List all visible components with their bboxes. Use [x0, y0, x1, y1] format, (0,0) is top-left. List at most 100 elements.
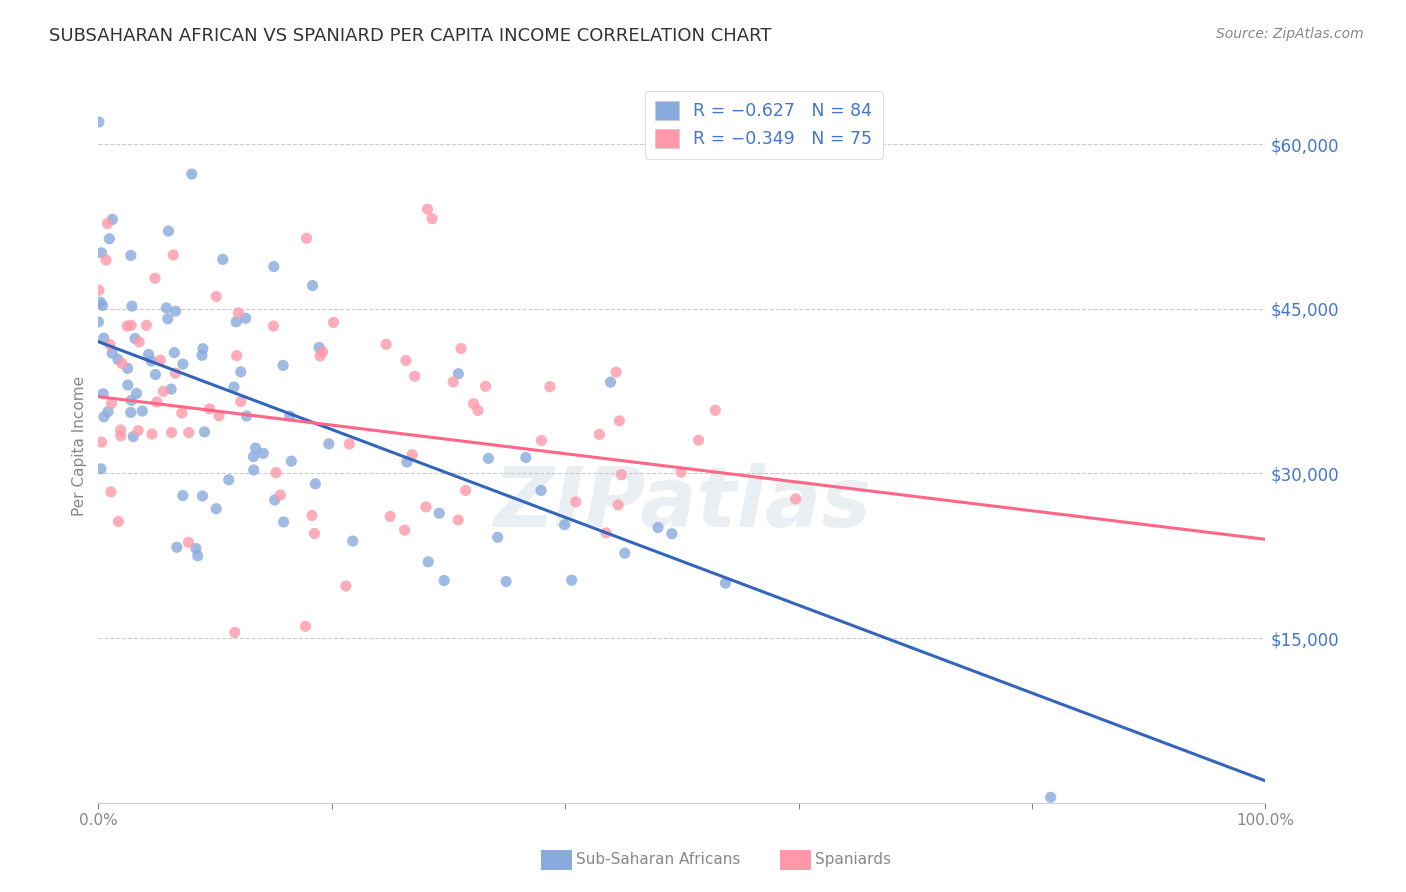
- Point: [530, 434, 553, 448]
- Point: [447, 367, 470, 381]
- Point: [187, 549, 209, 563]
- Point: [152, 384, 174, 399]
- Point: [98, 337, 121, 351]
- Point: [162, 248, 184, 262]
- Point: [308, 341, 330, 355]
- Point: [538, 379, 561, 393]
- Point: [117, 378, 139, 392]
- Point: [115, 318, 138, 333]
- Point: [163, 345, 186, 359]
- Point: [304, 526, 326, 541]
- Point: [111, 357, 134, 371]
- Point: [225, 315, 247, 329]
- Point: [156, 311, 179, 326]
- Point: [160, 425, 183, 440]
- Point: [97, 405, 120, 419]
- Point: [229, 365, 252, 379]
- Point: [89, 295, 111, 310]
- Point: [87, 115, 110, 129]
- Point: [177, 535, 200, 549]
- Point: [295, 231, 318, 245]
- Point: [124, 331, 146, 345]
- Point: [263, 260, 285, 274]
- Point: [565, 495, 588, 509]
- Point: [96, 217, 118, 231]
- Point: [337, 437, 360, 451]
- Point: [117, 361, 139, 376]
- Point: [416, 202, 439, 217]
- Point: [107, 515, 129, 529]
- Point: [131, 404, 153, 418]
- Point: [404, 369, 426, 384]
- Point: [441, 375, 464, 389]
- Point: [433, 574, 456, 588]
- Point: [143, 271, 166, 285]
- Text: Source: ZipAtlas.com: Source: ZipAtlas.com: [1216, 27, 1364, 41]
- Point: [208, 409, 231, 423]
- Point: [110, 429, 132, 443]
- Point: [375, 337, 398, 351]
- Point: [418, 555, 440, 569]
- Point: [120, 405, 142, 419]
- Point: [477, 451, 499, 466]
- Point: [87, 283, 110, 297]
- Point: [93, 409, 115, 424]
- Point: [273, 515, 295, 529]
- Point: [395, 353, 418, 368]
- Point: [120, 393, 142, 408]
- Point: [714, 576, 737, 591]
- Point: [191, 342, 214, 356]
- Point: [138, 347, 160, 361]
- Point: [467, 403, 489, 417]
- Point: [561, 573, 583, 587]
- Point: [401, 448, 423, 462]
- Point: [101, 212, 124, 227]
- Point: [127, 424, 149, 438]
- Point: [191, 489, 214, 503]
- Point: [193, 425, 215, 439]
- Point: [100, 484, 122, 499]
- Point: [165, 366, 187, 380]
- Point: [605, 365, 627, 379]
- Point: [235, 311, 257, 326]
- Point: [474, 379, 496, 393]
- Point: [610, 467, 633, 482]
- Point: [218, 473, 240, 487]
- Point: [271, 359, 294, 373]
- Text: Spaniards: Spaniards: [815, 853, 891, 867]
- Point: [395, 455, 418, 469]
- Point: [120, 318, 142, 333]
- Point: [141, 354, 163, 368]
- Point: [450, 342, 472, 356]
- Point: [595, 525, 617, 540]
- Point: [704, 403, 727, 417]
- Point: [121, 299, 143, 313]
- Point: [530, 483, 553, 498]
- Point: [170, 406, 193, 420]
- Point: [225, 349, 247, 363]
- Point: [90, 245, 112, 260]
- Point: [110, 423, 132, 437]
- Point: [280, 454, 302, 468]
- Point: [588, 427, 610, 442]
- Point: [184, 541, 207, 556]
- Point: [454, 483, 477, 498]
- Point: [228, 306, 250, 320]
- Point: [669, 465, 692, 479]
- Point: [661, 526, 683, 541]
- Point: [229, 394, 252, 409]
- Text: Sub-Saharan Africans: Sub-Saharan Africans: [576, 853, 741, 867]
- Point: [607, 498, 630, 512]
- Text: ZIPatlas: ZIPatlas: [494, 463, 870, 543]
- Point: [309, 349, 332, 363]
- Point: [301, 508, 323, 523]
- Point: [322, 315, 344, 329]
- Point: [294, 619, 316, 633]
- Point: [495, 574, 517, 589]
- Point: [101, 346, 124, 360]
- Point: [141, 427, 163, 442]
- Point: [311, 344, 333, 359]
- Point: [252, 446, 274, 460]
- Point: [100, 396, 122, 410]
- Point: [415, 500, 437, 514]
